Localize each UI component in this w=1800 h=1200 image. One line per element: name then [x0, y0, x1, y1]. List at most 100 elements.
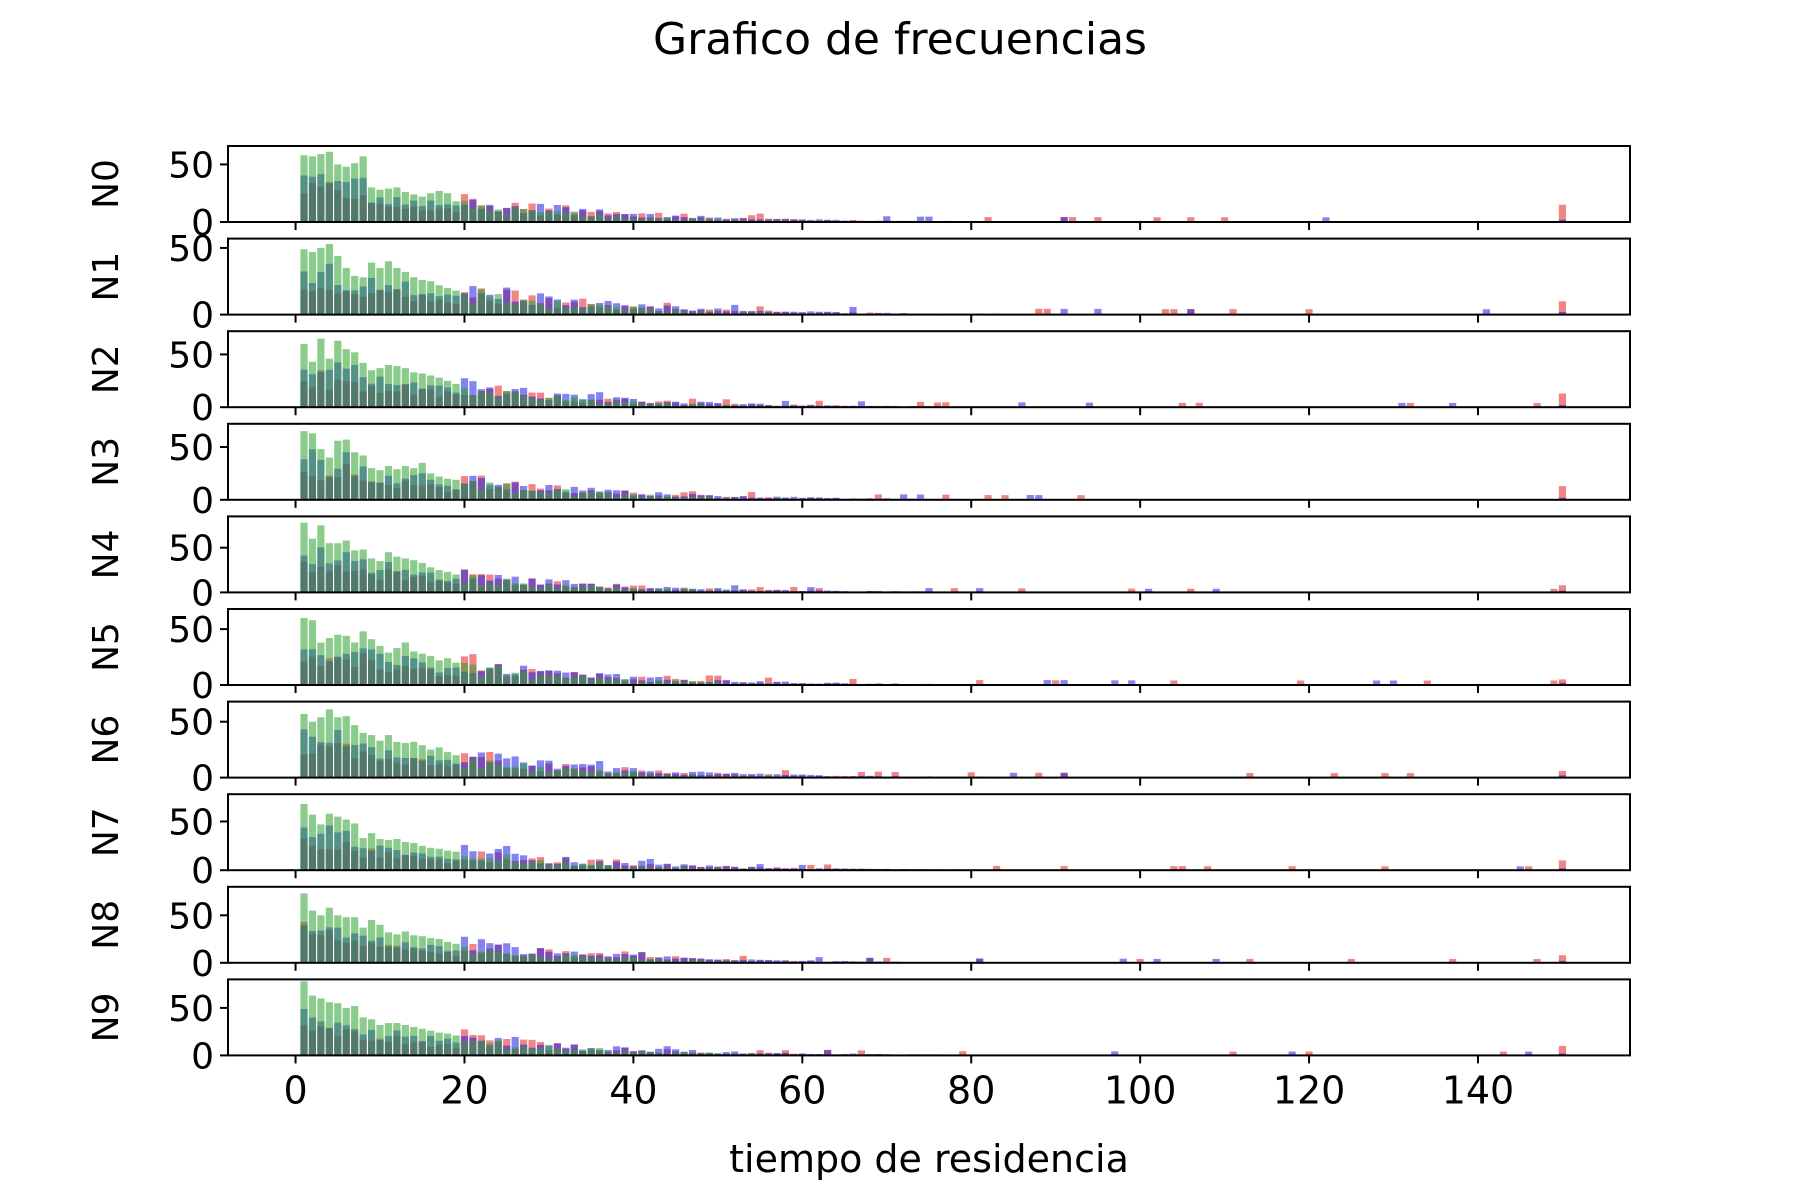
bar-green	[545, 675, 553, 685]
bar-green	[367, 735, 376, 778]
bar-red	[984, 217, 992, 222]
bar-green	[334, 1003, 342, 1056]
bar-green	[469, 208, 477, 222]
bar-green	[596, 769, 604, 778]
bar-blue	[824, 219, 832, 222]
bar-green	[393, 648, 401, 685]
bar-blue	[1558, 311, 1567, 315]
bar-green	[401, 1025, 409, 1056]
bars-N6	[300, 709, 1567, 778]
bar-blue	[655, 308, 663, 315]
bar-green	[469, 303, 477, 315]
bar-green	[536, 400, 545, 408]
bar-green	[705, 218, 713, 222]
subplot-N9: 0 50 N9	[86, 978, 1631, 1077]
bar-green	[629, 218, 637, 222]
bar-green	[384, 652, 393, 685]
bar-green	[376, 839, 384, 871]
bar-blue	[536, 293, 545, 315]
bar-green	[612, 867, 621, 871]
bar-blue	[798, 219, 806, 222]
bar-green	[376, 561, 384, 593]
bar-green	[672, 497, 680, 500]
bar-green	[553, 588, 561, 593]
bar-green	[317, 449, 325, 500]
subplot-N4: 050 N4	[86, 515, 1631, 614]
bar-green	[697, 682, 705, 685]
bar-red	[756, 306, 764, 315]
bar-red	[1558, 486, 1567, 500]
bar-blue	[688, 310, 697, 315]
bar-blue	[1043, 680, 1051, 685]
bar-green	[663, 774, 671, 778]
bar-green	[452, 851, 460, 871]
bar-green	[579, 864, 587, 871]
bar-green	[410, 741, 418, 778]
bar-blue	[798, 312, 806, 315]
bar-green	[410, 277, 418, 315]
bar-green	[486, 296, 494, 315]
bar-green	[359, 631, 367, 685]
bar-blue	[714, 403, 722, 408]
bar-green	[469, 759, 477, 778]
bar-red	[1550, 680, 1558, 685]
bar-red	[739, 955, 747, 963]
bars-N1	[300, 243, 1567, 315]
bar-green	[308, 538, 317, 593]
bar-red	[874, 494, 882, 500]
bar-blue	[815, 219, 823, 222]
bar-blue	[722, 311, 730, 315]
bar-green	[596, 214, 604, 222]
bar-red	[638, 585, 646, 593]
bar-blue	[722, 865, 730, 871]
bar-blue	[621, 863, 629, 871]
bar-blue	[883, 216, 891, 222]
bar-green	[536, 212, 545, 222]
bar-green	[334, 816, 342, 871]
bar-green	[520, 956, 528, 963]
bar-red	[756, 1050, 764, 1056]
bar-blue	[1449, 402, 1457, 408]
bar-blue	[756, 219, 764, 222]
bar-green	[401, 642, 409, 685]
y-tick-label: 50	[168, 610, 214, 651]
bar-blue	[731, 772, 739, 778]
bar-green	[418, 462, 426, 500]
bar-green	[638, 307, 646, 315]
bar-blue	[1516, 866, 1524, 871]
bar-blue	[798, 774, 806, 778]
bar-green	[427, 655, 435, 685]
y-tick-label: 0	[191, 851, 214, 892]
panel-label-N6: N6	[86, 715, 127, 765]
bar-green	[629, 306, 637, 315]
bar-green	[579, 216, 587, 222]
bar-green	[300, 893, 308, 963]
bar-green	[604, 958, 612, 963]
bar-green	[418, 279, 426, 315]
bar-green	[477, 289, 485, 315]
bar-blue	[612, 861, 621, 871]
bar-green	[604, 1052, 612, 1056]
bar-green	[317, 525, 325, 593]
panel-label-N3: N3	[86, 437, 127, 487]
bar-green	[393, 934, 401, 963]
bar-green	[655, 867, 663, 871]
subplot-N8: 0 50 N8	[86, 885, 1631, 985]
bar-green	[469, 858, 477, 871]
bar-green	[342, 917, 350, 963]
bar-blue	[714, 959, 722, 963]
y-tick-label: 0	[191, 1036, 214, 1077]
bar-green	[300, 803, 308, 871]
bar-red	[883, 957, 891, 963]
bar-blue	[579, 208, 587, 222]
bar-green	[317, 247, 325, 315]
bar-red	[1347, 958, 1355, 963]
bar-blue	[612, 953, 621, 963]
bar-green	[663, 218, 671, 222]
bar-green	[359, 277, 367, 315]
bar-red	[1178, 402, 1186, 408]
bar-blue	[553, 953, 561, 963]
bar-green	[317, 717, 325, 778]
bar-green	[536, 957, 545, 963]
bar-green	[376, 267, 384, 315]
